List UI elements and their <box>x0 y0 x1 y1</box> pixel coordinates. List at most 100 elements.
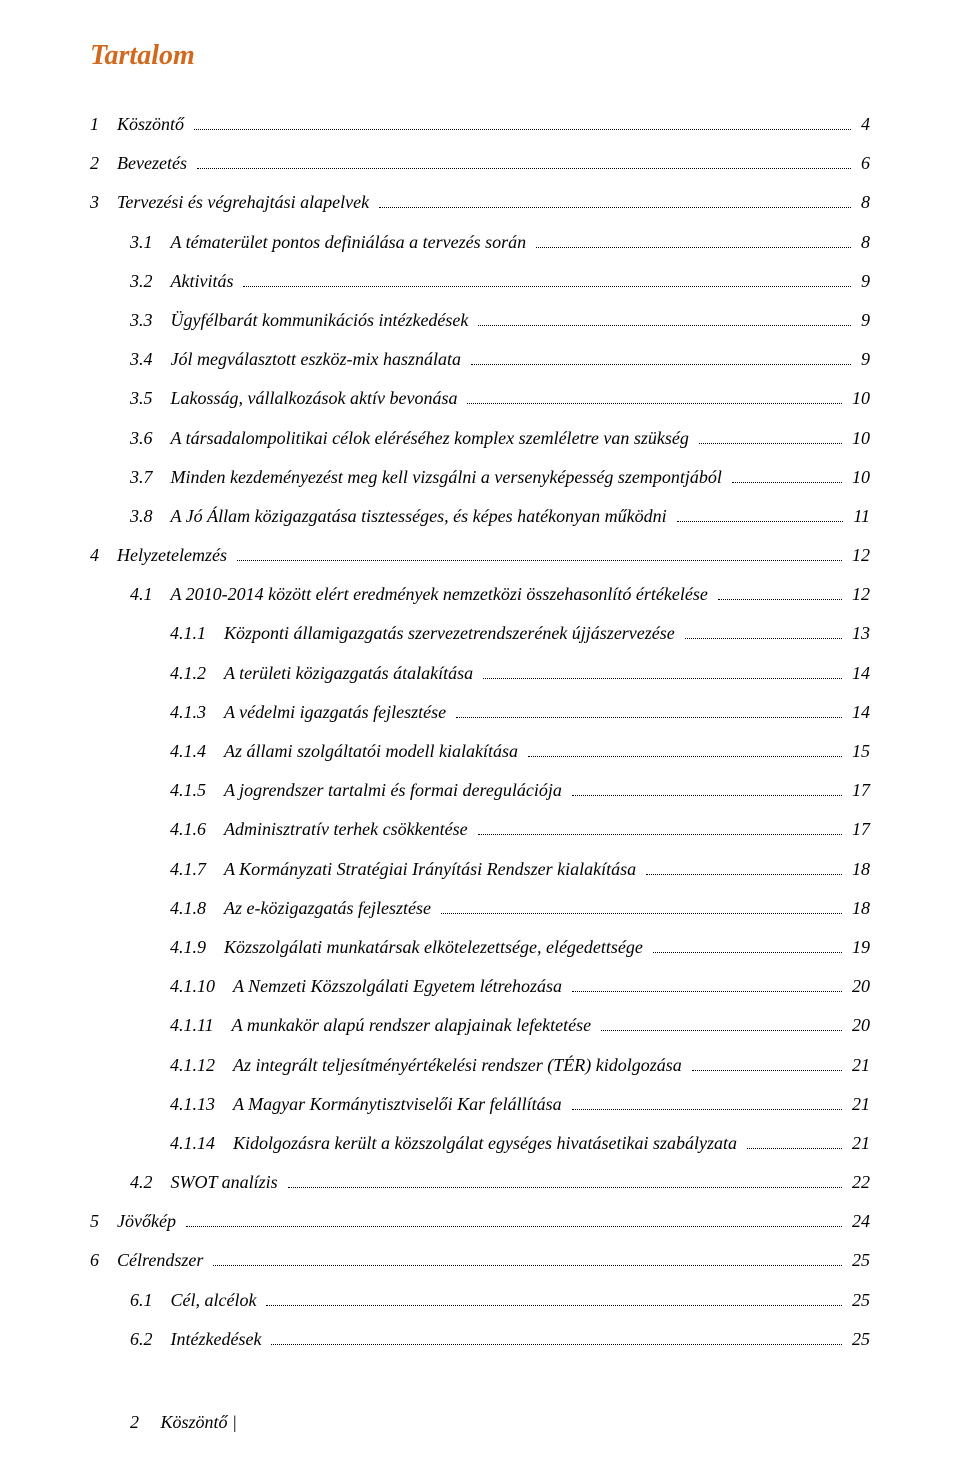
toc-entry-page: 24 <box>846 1209 870 1234</box>
toc-entry[interactable]: 4.1.2A területi közigazgatás átalakítása… <box>90 661 870 686</box>
toc-entry-page: 17 <box>846 817 870 842</box>
toc-entry-number: 4.1.14 <box>170 1131 233 1156</box>
toc-entry[interactable]: 3.7Minden kezdeményezést meg kell vizsgá… <box>90 465 870 490</box>
toc-entry[interactable]: 3Tervezési és végrehajtási alapelvek8 <box>90 190 870 215</box>
page-container: Tartalom 1Köszöntő42Bevezetés63Tervezési… <box>0 0 960 1468</box>
toc-leader-dots <box>266 1289 842 1305</box>
toc-leader-dots <box>718 584 842 600</box>
toc-entry-label: Intézkedések <box>171 1327 268 1352</box>
footer-page-number: 2 <box>130 1412 156 1433</box>
toc-entry-number: 4.1.1 <box>170 621 224 646</box>
toc-entry[interactable]: 6.2Intézkedések25 <box>90 1327 870 1352</box>
toc-entry[interactable]: 4.1.4Az állami szolgáltatói modell kiala… <box>90 739 870 764</box>
toc-entry-number: 4 <box>90 543 117 568</box>
toc-entry[interactable]: 3.2Aktivitás9 <box>90 269 870 294</box>
toc-entry-page: 11 <box>847 504 870 529</box>
toc-entry[interactable]: 3.5Lakosság, vállalkozások aktív bevonás… <box>90 386 870 411</box>
toc-entry-number: 6.2 <box>130 1327 171 1352</box>
toc-entry-label: Központi államigazgatás szervezetrendsze… <box>224 621 681 646</box>
toc-entry[interactable]: 5Jövőkép24 <box>90 1209 870 1234</box>
toc-entry-page: 25 <box>846 1248 870 1273</box>
toc-entry-number: 3.8 <box>130 504 171 529</box>
toc-entry-label: Az állami szolgáltatói modell kialakítás… <box>224 739 524 764</box>
toc-entry-label: Célrendszer <box>117 1248 209 1273</box>
toc-entry-label: A Magyar Kormánytisztviselői Kar felállí… <box>233 1092 568 1117</box>
toc-entry-number: 4.1.9 <box>170 935 224 960</box>
toc-entry[interactable]: 4.1.5A jogrendszer tartalmi és formai de… <box>90 778 870 803</box>
toc-entry-label: Az e-közigazgatás fejlesztése <box>224 896 437 921</box>
toc-entry-label: A Nemzeti Közszolgálati Egyetem létrehoz… <box>233 974 568 999</box>
toc-entry[interactable]: 4.1.13A Magyar Kormánytisztviselői Kar f… <box>90 1092 870 1117</box>
toc-entry-number: 3.7 <box>130 465 171 490</box>
toc-entry[interactable]: 1Köszöntő4 <box>90 112 870 137</box>
toc-entry-page: 9 <box>855 269 870 294</box>
toc-entry[interactable]: 4.1.1Központi államigazgatás szervezetre… <box>90 621 870 646</box>
toc-leader-dots <box>601 1015 842 1031</box>
toc-entry[interactable]: 6.1Cél, alcélok25 <box>90 1288 870 1313</box>
toc-leader-dots <box>243 270 851 286</box>
toc-entry[interactable]: 4.1.14Kidolgozásra került a közszolgálat… <box>90 1131 870 1156</box>
toc-entry-number: 2 <box>90 151 117 176</box>
toc-entry-label: Aktivitás <box>171 269 240 294</box>
toc-entry-page: 6 <box>855 151 870 176</box>
toc-entry-number: 6 <box>90 1248 117 1273</box>
toc-entry-label: A védelmi igazgatás fejlesztése <box>224 700 452 725</box>
toc-entry-number: 3.4 <box>130 347 171 372</box>
toc-leader-dots <box>237 545 842 561</box>
toc-leader-dots <box>572 1093 842 1109</box>
toc-entry-label: Adminisztratív terhek csökkentése <box>224 817 474 842</box>
toc-entry-page: 13 <box>846 621 870 646</box>
toc-leader-dots <box>646 858 842 874</box>
toc-leader-dots <box>288 1172 842 1188</box>
toc-entry[interactable]: 6Célrendszer 25 <box>90 1248 870 1273</box>
toc-entry-page: 21 <box>846 1053 870 1078</box>
toc-entry[interactable]: 3.1A tématerület pontos definiálása a te… <box>90 230 870 255</box>
toc-entry-label: A Kormányzati Stratégiai Irányítási Rend… <box>224 857 642 882</box>
page-title: Tartalom <box>90 40 870 72</box>
toc-leader-dots <box>467 388 842 404</box>
toc-entry[interactable]: 4.1.10A Nemzeti Közszolgálati Egyetem lé… <box>90 974 870 999</box>
toc-entry[interactable]: 4.1.7A Kormányzati Stratégiai Irányítási… <box>90 857 870 882</box>
toc-leader-dots <box>194 114 851 130</box>
toc-entry[interactable]: 3.6A társadalompolitikai célok eléréséhe… <box>90 426 870 451</box>
toc-leader-dots <box>528 741 842 757</box>
toc-entry-label: A munkakör alapú rendszer alapjainak lef… <box>232 1013 597 1038</box>
toc-entry[interactable]: 3.4Jól megválasztott eszköz-mix használa… <box>90 347 870 372</box>
toc-leader-dots <box>685 623 842 639</box>
toc-entry-label: SWOT analízis <box>171 1170 284 1195</box>
toc-leader-dots <box>732 466 842 482</box>
toc-leader-dots <box>271 1329 842 1345</box>
toc-entry[interactable]: 4.1.11A munkakör alapú rendszer alapjain… <box>90 1013 870 1038</box>
toc-entry-number: 5 <box>90 1209 117 1234</box>
toc-entry-page: 14 <box>846 700 870 725</box>
toc-entry[interactable]: 4.1.6Adminisztratív terhek csökkentése 17 <box>90 817 870 842</box>
toc-entry[interactable]: 2Bevezetés 6 <box>90 151 870 176</box>
toc-entry[interactable]: 4Helyzetelemzés12 <box>90 543 870 568</box>
toc-entry-label: A területi közigazgatás átalakítása <box>224 661 479 686</box>
toc-leader-dots <box>692 1054 842 1070</box>
toc-entry[interactable]: 3.3Ügyfélbarát kommunikációs intézkedése… <box>90 308 870 333</box>
toc-entry[interactable]: 4.1.9Közszolgálati munkatársak elkötelez… <box>90 935 870 960</box>
page-footer: 2 Köszöntő | <box>90 1412 870 1433</box>
toc-entry-page: 8 <box>855 230 870 255</box>
toc-entry-label: Minden kezdeményezést meg kell vizsgálni… <box>171 465 728 490</box>
toc-entry-label: Közszolgálati munkatársak elkötelezettsé… <box>224 935 649 960</box>
toc-entry-label: Helyzetelemzés <box>117 543 233 568</box>
toc-entry[interactable]: 4.1A 2010-2014 között elért eredmények n… <box>90 582 870 607</box>
toc-leader-dots <box>699 427 842 443</box>
toc-entry[interactable]: 4.2SWOT analízis22 <box>90 1170 870 1195</box>
toc-entry-page: 21 <box>846 1092 870 1117</box>
toc-entry-number: 3.3 <box>130 308 171 333</box>
toc-entry-label: Bevezetés <box>117 151 193 176</box>
toc-entry[interactable]: 4.1.8Az e-közigazgatás fejlesztése18 <box>90 896 870 921</box>
toc-entry[interactable]: 4.1.3A védelmi igazgatás fejlesztése14 <box>90 700 870 725</box>
toc-entry-number: 4.1.8 <box>170 896 224 921</box>
toc-entry[interactable]: 4.1.12Az integrált teljesítményértékelés… <box>90 1053 870 1078</box>
toc-entry-number: 4.1.6 <box>170 817 224 842</box>
toc-leader-dots <box>478 310 851 326</box>
toc-entry[interactable]: 3.8A Jó Állam közigazgatása tisztességes… <box>90 504 870 529</box>
toc-leader-dots <box>536 231 851 247</box>
toc-entry-number: 3.5 <box>130 386 171 411</box>
toc-leader-dots <box>478 819 842 835</box>
toc-entry-number: 4.1.4 <box>170 739 224 764</box>
